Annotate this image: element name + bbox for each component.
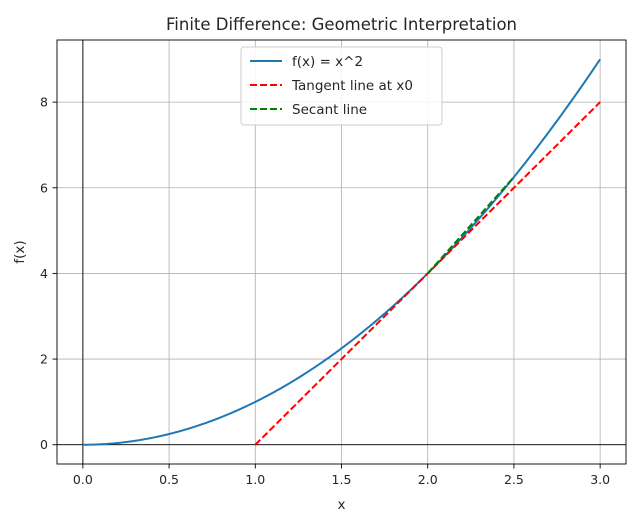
legend-box [240,46,443,126]
y-tick-label: 8 [40,95,48,110]
y-tick-label: 2 [40,352,48,367]
x-tick-label: 1.5 [332,472,352,487]
series-line-1 [254,101,601,446]
x-axis-label: x [338,497,346,513]
series-line-0 [82,58,601,446]
series-layer [82,58,601,446]
y-axis-label: f(x) [12,240,28,263]
series-line-2 [426,176,515,275]
reference-lines [57,40,626,464]
y-tick-label: 4 [40,266,48,281]
x-tick-label: 3.0 [590,472,610,487]
y-tick-label: 6 [40,180,48,195]
x-tick-label: 1.0 [245,472,265,487]
legend: f(x) = x^2 Tangent line at x0 Secant line [240,46,443,126]
x-tick-label: 2.0 [418,472,438,487]
y-tick-label: 0 [40,437,48,452]
chart-title: Finite Difference: Geometric Interpretat… [166,15,517,34]
tick-layer: 0.0 0.5 1.0 1.5 2.0 2.5 3.0 0 2 4 6 8 [40,95,610,487]
x-tick-label: 0.5 [159,472,179,487]
legend-entry-1: Tangent line at x0 [291,78,413,94]
x-tick-label: 0.0 [73,472,93,487]
legend-entry-2: Secant line [292,102,367,118]
legend-entry-0: f(x) = x^2 [292,54,363,70]
x-tick-label: 2.5 [504,472,524,487]
